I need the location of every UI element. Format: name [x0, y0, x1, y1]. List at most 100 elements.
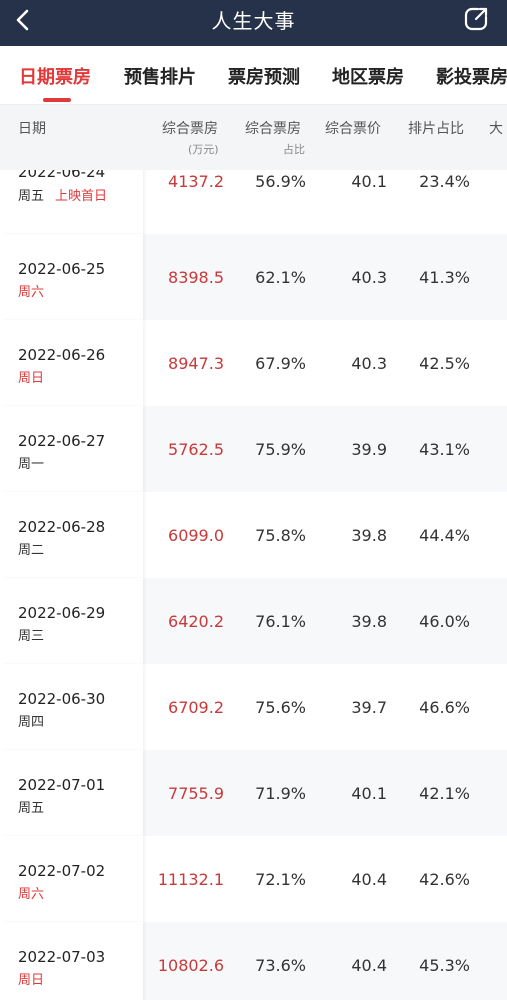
row-price: 40.3: [351, 354, 387, 373]
row-screening: 46.0%: [419, 612, 470, 631]
row-boxoffice: 5762.5: [168, 440, 224, 459]
tab-daily-boxoffice[interactable]: 日期票房: [19, 67, 91, 88]
row-share: 73.6%: [255, 956, 306, 975]
header-date[interactable]: 日期: [18, 121, 46, 137]
tab-investor-boxoffice[interactable]: 影投票房: [436, 67, 507, 88]
date-cell: 2022-06-29 周三: [0, 578, 143, 664]
row-screening: 42.6%: [419, 870, 470, 889]
row-weekday: 周日: [18, 371, 45, 386]
row-price: 39.7: [351, 698, 387, 717]
row-boxoffice: 8398.5: [168, 268, 224, 287]
release-day-badge: 上映首日: [55, 189, 108, 204]
row-share: 56.9%: [255, 172, 306, 191]
header-boxoffice-unit: (万元): [188, 143, 219, 156]
row-screening: 44.4%: [419, 526, 470, 545]
table-row[interactable]: 2022-06-29 周三 6420.2 76.1% 39.8 46.0%: [0, 578, 507, 664]
row-share: 71.9%: [255, 784, 306, 803]
page-title: 人生大事: [211, 8, 296, 33]
date-cell: 2022-07-02 周六: [0, 836, 143, 922]
header-share[interactable]: 综合票房: [245, 121, 301, 137]
header-screening[interactable]: 排片占比: [408, 121, 464, 137]
row-screening: 41.3%: [419, 268, 470, 287]
row-share: 75.6%: [255, 698, 306, 717]
row-weekday: 周六: [18, 887, 45, 902]
row-date: 2022-06-27: [18, 432, 106, 450]
row-price: 40.3: [351, 268, 387, 287]
tab-boxoffice-forecast[interactable]: 票房预测: [228, 67, 300, 88]
row-weekday: 周五: [18, 189, 45, 204]
row-weekday: 周四: [18, 715, 45, 730]
table-body: 2022-06-24 周五 上映首日 4137.2 56.9% 40.1 23.…: [0, 170, 507, 1000]
row-price: 40.4: [351, 870, 387, 889]
row-screening: 42.5%: [419, 354, 470, 373]
row-date: 2022-07-02: [18, 862, 106, 880]
row-date: 2022-06-25: [18, 260, 106, 278]
table-row[interactable]: 2022-06-26 周日 8947.3 67.9% 40.3 42.5%: [0, 320, 507, 406]
row-date: 2022-07-03: [18, 948, 106, 966]
table-row[interactable]: 2022-07-03 周日 10802.6 73.6% 40.4 45.3%: [0, 922, 507, 1000]
table-row[interactable]: 2022-06-30 周四 6709.2 75.6% 39.7 46.6%: [0, 664, 507, 750]
row-boxoffice: 4137.2: [168, 172, 224, 191]
row-date: 2022-06-26: [18, 346, 106, 364]
row-price: 39.9: [351, 440, 387, 459]
table-header: 日期 综合票房 (万元) 综合票房 占比 综合票价 排片占比 大: [0, 104, 507, 170]
row-share: 75.9%: [255, 440, 306, 459]
row-share: 67.9%: [255, 354, 306, 373]
share-button[interactable]: [461, 4, 491, 34]
table-row[interactable]: 2022-06-25 周六 8398.5 62.1% 40.3 41.3%: [0, 234, 507, 320]
date-cell: 2022-06-30 周四: [0, 664, 143, 750]
table-row[interactable]: 2022-07-02 周六 11132.1 72.1% 40.4 42.6%: [0, 836, 507, 922]
date-cell: 2022-06-25 周六: [0, 234, 143, 320]
row-weekday: 周日: [18, 973, 45, 988]
row-screening: 43.1%: [419, 440, 470, 459]
row-boxoffice: 6099.0: [168, 526, 224, 545]
row-screening: 46.6%: [419, 698, 470, 717]
row-price: 40.1: [351, 172, 387, 191]
table-row[interactable]: 2022-07-01 周五 7755.9 71.9% 40.1 42.1%: [0, 750, 507, 836]
header-more[interactable]: 大: [489, 121, 503, 137]
table-row[interactable]: 2022-06-28 周二 6099.0 75.8% 39.8 44.4%: [0, 492, 507, 578]
row-weekday: 周二: [18, 543, 45, 558]
row-price: 40.1: [351, 784, 387, 803]
row-price: 39.8: [351, 612, 387, 631]
row-date: 2022-06-28: [18, 518, 106, 536]
row-weekday: 周一: [18, 457, 45, 472]
share-icon: [464, 7, 488, 31]
table-row[interactable]: 2022-06-27 周一 5762.5 75.9% 39.9 43.1%: [0, 406, 507, 492]
row-price: 40.4: [351, 956, 387, 975]
row-date: 2022-06-30: [18, 690, 106, 708]
row-weekday: 周六: [18, 285, 45, 300]
date-cell: 2022-07-03 周日: [0, 922, 143, 1000]
tab-presale-screening[interactable]: 预售排片: [124, 67, 196, 88]
row-boxoffice: 6420.2: [168, 612, 224, 631]
row-date: 2022-06-24: [18, 170, 106, 181]
row-boxoffice: 11132.1: [157, 870, 224, 889]
row-share: 62.1%: [255, 268, 306, 287]
date-cell: 2022-06-26 周日: [0, 320, 143, 406]
tab-bar: 日期票房 预售排片 票房预测 地区票房 影投票房: [0, 46, 507, 104]
chevron-left-icon: [16, 9, 29, 31]
row-screening: 42.1%: [419, 784, 470, 803]
row-weekday: 周五: [18, 801, 45, 816]
tab-region-boxoffice[interactable]: 地区票房: [332, 67, 404, 88]
date-cell: 2022-07-01 周五: [0, 750, 143, 836]
date-cell: 2022-06-24 周五 上映首日: [0, 170, 143, 244]
row-share: 75.8%: [255, 526, 306, 545]
back-button[interactable]: [8, 5, 38, 35]
row-price: 39.8: [351, 526, 387, 545]
row-date: 2022-07-01: [18, 776, 106, 794]
row-date: 2022-06-29: [18, 604, 106, 622]
row-boxoffice: 6709.2: [168, 698, 224, 717]
row-screening: 23.4%: [419, 172, 470, 191]
row-share: 72.1%: [255, 870, 306, 889]
date-cell: 2022-06-27 周一: [0, 406, 143, 492]
header-boxoffice[interactable]: 综合票房: [162, 121, 218, 137]
header-price[interactable]: 综合票价: [325, 121, 381, 137]
row-share: 76.1%: [255, 612, 306, 631]
top-bar: 人生大事: [0, 0, 507, 46]
row-boxoffice: 8947.3: [168, 354, 224, 373]
row-screening: 45.3%: [419, 956, 470, 975]
table-row[interactable]: 2022-06-24 周五 上映首日 4137.2 56.9% 40.1 23.…: [0, 170, 507, 244]
active-tab-indicator: [43, 98, 71, 102]
header-share-sub: 占比: [283, 143, 305, 156]
